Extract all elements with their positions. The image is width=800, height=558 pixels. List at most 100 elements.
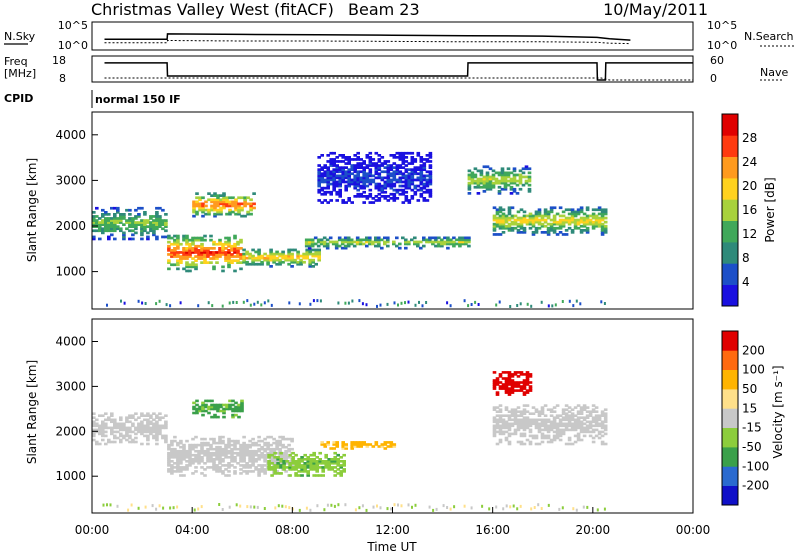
heatmap-cell xyxy=(231,407,235,411)
heatmap-cell xyxy=(321,460,325,463)
heatmap-cell xyxy=(570,414,575,417)
heatmap-cell xyxy=(218,242,222,246)
heatmap-cell xyxy=(158,424,162,428)
heatmap-cell xyxy=(131,430,135,434)
heatmap-cell xyxy=(230,464,234,467)
heatmap-cell xyxy=(537,220,542,224)
heatmap-cell xyxy=(125,416,129,419)
heatmap-cell xyxy=(209,251,213,254)
heatmap-cell xyxy=(276,458,280,461)
heatmap-cell xyxy=(582,416,587,419)
heatmap-cell xyxy=(216,210,220,214)
heatmap-cell xyxy=(316,504,319,508)
heatmap-cell xyxy=(332,186,336,190)
heatmap-cell xyxy=(206,449,210,453)
heatmap-cell xyxy=(564,442,569,446)
heatmap-cell xyxy=(591,214,596,218)
heatmap-cell xyxy=(149,217,153,220)
heatmap-cell xyxy=(549,420,554,424)
heatmap-cell xyxy=(191,265,195,269)
heatmap-cell xyxy=(263,470,267,473)
heatmap-cell xyxy=(507,391,512,394)
heatmap-cell xyxy=(393,301,396,305)
heatmap-cell xyxy=(319,238,324,242)
heatmap-cell xyxy=(338,178,342,182)
heatmap-cell xyxy=(320,186,324,190)
heatmap-cell xyxy=(269,265,273,268)
heatmap-cell xyxy=(380,162,385,165)
heatmap-cell xyxy=(267,468,271,471)
heatmap-cell xyxy=(288,506,291,510)
heatmap-cell xyxy=(116,206,120,210)
heatmap-cell xyxy=(237,212,241,216)
heatmap-cell xyxy=(307,240,312,244)
heatmap-cell xyxy=(320,443,324,446)
heatmap-cell xyxy=(225,198,229,202)
heatmap-cell xyxy=(101,428,105,432)
heatmap-cell xyxy=(149,221,153,224)
heatmap-cell xyxy=(284,456,288,459)
heatmap-cell xyxy=(257,456,261,459)
heatmap-cell xyxy=(296,260,300,264)
heatmap-cell xyxy=(326,174,330,178)
heatmap-cell xyxy=(104,221,108,224)
time-xtick: 16:00 xyxy=(475,523,510,537)
heatmap-cell xyxy=(209,456,213,459)
heatmap-cell xyxy=(278,449,282,453)
heatmap-cell xyxy=(249,303,252,307)
heatmap-cell xyxy=(491,169,496,173)
heatmap-cell xyxy=(194,251,198,254)
heatmap-cell xyxy=(482,175,487,179)
heatmap-cell xyxy=(260,262,264,266)
heatmap-cell xyxy=(155,235,159,239)
heatmap-cell xyxy=(194,460,198,463)
heatmap-cell xyxy=(404,170,409,174)
heatmap-cell xyxy=(137,299,140,303)
heatmap-cell xyxy=(173,255,177,258)
heatmap-cell xyxy=(92,237,96,241)
heatmap-cell xyxy=(245,250,249,254)
heatmap-cell xyxy=(267,462,271,465)
heatmap-cell xyxy=(234,407,238,411)
heatmap-cell xyxy=(207,212,211,216)
heatmap-cell xyxy=(207,198,211,202)
heatmap-cell xyxy=(585,410,590,413)
heatmap-cell xyxy=(537,418,542,422)
heatmap-cell xyxy=(192,214,196,218)
heatmap-cell xyxy=(143,213,147,216)
heatmap-cell xyxy=(216,208,220,212)
heatmap-cell xyxy=(337,301,340,305)
heatmap-cell xyxy=(198,405,202,409)
heatmap-cell xyxy=(173,240,177,244)
heatmap-cell xyxy=(510,206,515,210)
heatmap-cell xyxy=(143,211,147,214)
heatmap-cell xyxy=(332,158,336,161)
heatmap-cell xyxy=(218,453,222,457)
heatmap-cell xyxy=(570,416,575,419)
heatmap-cell xyxy=(498,416,503,419)
heatmap-cell xyxy=(231,196,235,200)
heatmap-cell xyxy=(341,170,345,174)
heatmap-cell xyxy=(531,434,536,438)
heatmap-cell xyxy=(191,240,195,244)
heatmap-cell xyxy=(287,443,291,447)
heatmap-cell xyxy=(245,470,249,473)
heatmap-cell xyxy=(215,449,219,453)
heatmap-cell xyxy=(242,447,246,451)
velocity-ytick: 4000 xyxy=(55,335,86,349)
heatmap-cell xyxy=(476,179,481,183)
heatmap-cell xyxy=(335,445,339,448)
time-xtick: 04:00 xyxy=(175,523,210,537)
heatmap-cell xyxy=(540,436,545,440)
heatmap-cell xyxy=(155,422,159,426)
heatmap-cell xyxy=(110,227,114,231)
heatmap-cell xyxy=(428,172,433,176)
heatmap-cell xyxy=(359,195,363,198)
heatmap-cell xyxy=(152,223,156,226)
heatmap-cell xyxy=(146,414,150,417)
heatmap-cell xyxy=(269,248,273,252)
heatmap-cell xyxy=(356,445,360,448)
heatmap-cell xyxy=(522,422,527,426)
heatmap-cell xyxy=(194,445,198,449)
heatmap-cell xyxy=(510,226,515,230)
